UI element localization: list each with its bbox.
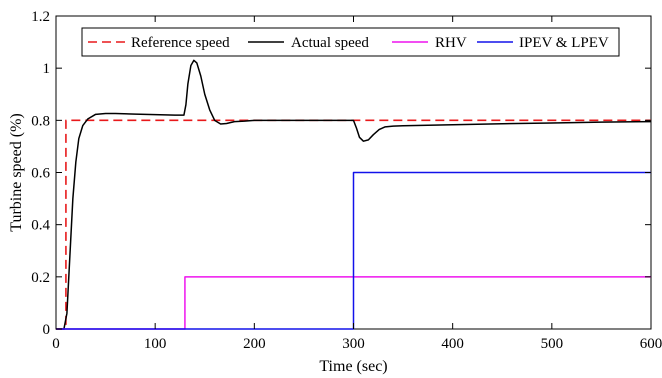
legend-label-ipev-lpev: IPEV & LPEV <box>519 35 609 51</box>
legend-label-rhv: RHV <box>435 35 467 51</box>
y-tick-label: 1.2 <box>31 9 50 25</box>
x-tick-label: 300 <box>342 336 365 352</box>
legend-label-actual-speed: Actual speed <box>291 35 369 51</box>
ticks-layer: 0 100 200 300 400 500 600 0 0.2 0.4 0.6 0.8 1 1.2 <box>31 9 662 352</box>
series-line-actual-speed <box>56 59 652 330</box>
series-line-ipev-and-lpev <box>56 171 651 330</box>
x-tick-label: 200 <box>243 336 266 352</box>
y-tick-label: 0 <box>43 322 51 338</box>
y-tick-label: 0.2 <box>31 270 50 286</box>
y-tick-label: 1 <box>43 61 51 77</box>
x-tick-label: 100 <box>144 336 167 352</box>
x-tick-label: 0 <box>52 336 60 352</box>
x-tick-label: 500 <box>541 336 564 352</box>
legend: Reference speed Actual speed RHV IPEV & … <box>81 27 620 57</box>
y-axis-label: Turbine speed (%) <box>8 113 25 232</box>
legend-box <box>81 27 620 57</box>
legend-label-reference-speed: Reference speed <box>131 35 230 51</box>
x-axis-label: Time (sec) <box>319 358 387 375</box>
x-tick-label: 600 <box>640 336 662 352</box>
y-tick-label: 0.8 <box>31 113 50 129</box>
y-tick-label: 0.4 <box>31 218 50 234</box>
y-tick-label: 0.6 <box>31 166 50 182</box>
x-tick-label: 400 <box>441 336 464 352</box>
